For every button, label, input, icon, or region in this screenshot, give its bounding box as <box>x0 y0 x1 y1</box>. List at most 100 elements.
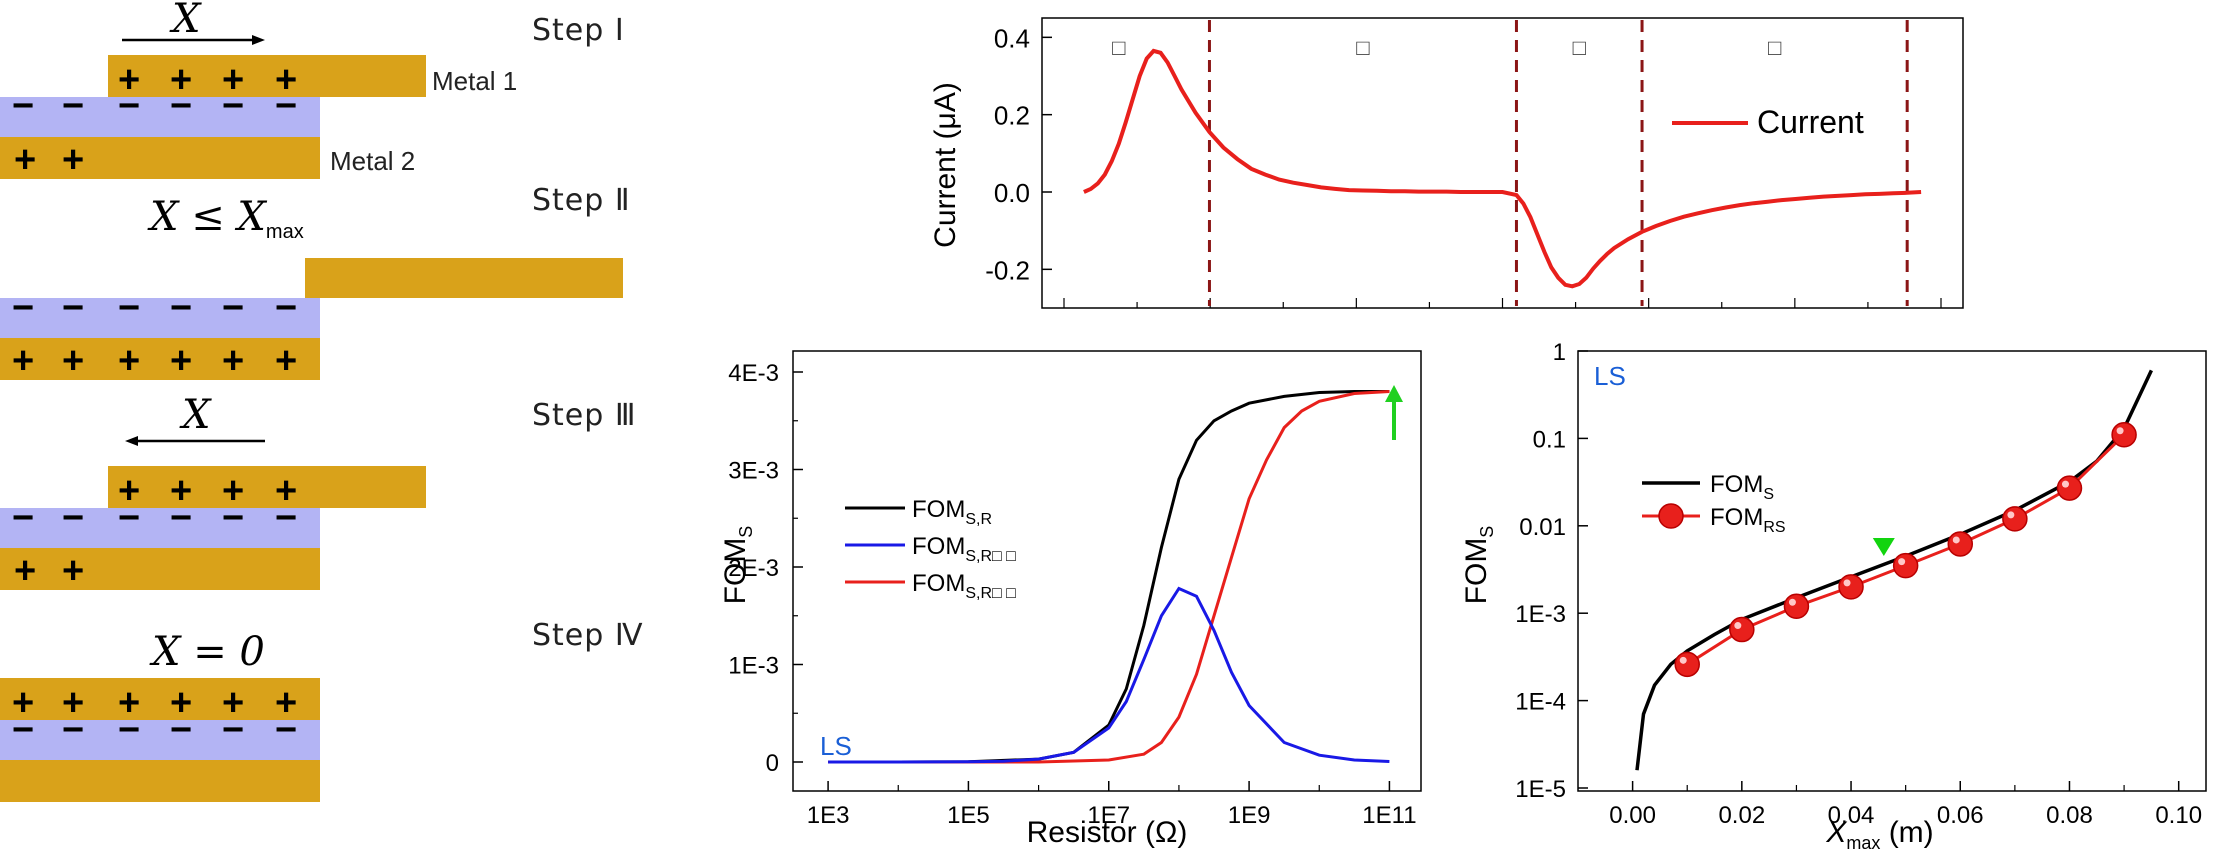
current-legend-label: Current <box>1757 104 1864 140</box>
svg-text:−: − <box>12 85 34 127</box>
svg-text:−: − <box>275 709 297 751</box>
xmax-series-black <box>1635 369 2153 771</box>
svg-text:+: + <box>222 340 244 382</box>
resistor-ls-label: LS <box>820 731 852 761</box>
resistor-y-tick-label: 4E-3 <box>728 360 779 387</box>
current-x-ticks <box>1063 298 1942 308</box>
svg-text:+: + <box>275 682 297 724</box>
svg-text:+: + <box>12 340 34 382</box>
resistor-legend-label: FOMS,R□ □ <box>912 533 1016 565</box>
xmax-y-tick-label: 1E-3 <box>1515 601 1566 628</box>
metal1-label: Metal 1 <box>432 66 517 96</box>
x-symbol-step1: X <box>169 0 202 42</box>
xmax-point <box>2056 475 2083 501</box>
svg-text:+: + <box>222 470 244 512</box>
svg-text:+: + <box>222 59 244 101</box>
metal2-plate-step3 <box>0 548 320 590</box>
xmax-point <box>2002 506 2028 532</box>
xmax-y-tick-label: 1 <box>1553 339 1566 366</box>
region-label: □ <box>1573 35 1586 60</box>
charges-step3: + + + + − − − − − − + + <box>12 470 297 592</box>
svg-text:+: + <box>12 682 34 724</box>
xmax-series <box>1635 369 2153 771</box>
resistor-x-tick-label: 1E5 <box>947 802 990 829</box>
step-4-label: Step Ⅳ <box>532 618 644 653</box>
region-label: □ <box>1112 35 1125 60</box>
green-triangle-marker-icon <box>1872 538 1895 556</box>
metal1-plate-step4 <box>0 678 320 720</box>
dielectric-step2 <box>0 298 320 338</box>
svg-text:+: + <box>62 340 84 382</box>
current-y-tick-label: -0.2 <box>985 255 1030 285</box>
current-y-tick-label: 0.0 <box>994 178 1030 208</box>
svg-text:+: + <box>118 59 140 101</box>
svg-text:+: + <box>275 340 297 382</box>
xmax-y-tick-label: 1E-4 <box>1515 689 1566 716</box>
current-legend: Current <box>1672 104 1864 140</box>
xmax-y-axis-label: FOMS <box>1460 526 1497 605</box>
current-series-line <box>1083 48 1922 289</box>
svg-text:−: − <box>222 497 244 539</box>
metal2-plate-step4 <box>0 760 320 802</box>
svg-text:−: − <box>275 287 297 329</box>
resistor-y-tick-label: 1E-3 <box>728 653 779 680</box>
xmax-ls-label: LS <box>1594 361 1626 391</box>
xmax-point-highlight <box>2007 511 2015 519</box>
xmax-point <box>1947 531 1974 557</box>
x-symbol-step3: X <box>179 392 212 438</box>
current-y-tick-label: 0.2 <box>994 101 1030 131</box>
svg-text:−: − <box>118 497 140 539</box>
xmax-point-highlight <box>1734 622 1742 630</box>
svg-text:−: − <box>222 287 244 329</box>
resistor-series-red <box>828 390 1390 764</box>
xmax-x-tick-label: 0.04 <box>1828 802 1875 829</box>
resistor-y-ticks: 4E-3 3E-3 2E-3 1E-3 0 <box>728 360 803 777</box>
metal1-plate-step1 <box>108 55 426 97</box>
xmax-point-highlight <box>2116 427 2124 435</box>
current-region-boundaries <box>1207 20 1909 306</box>
resistor-series-lines <box>828 390 1390 764</box>
svg-text:−: − <box>222 85 244 127</box>
svg-text:+: + <box>275 59 297 101</box>
svg-text:+: + <box>62 682 84 724</box>
xmax-legend-marker <box>1658 503 1684 529</box>
xmax-point <box>1729 616 1755 643</box>
svg-text:+: + <box>222 682 244 724</box>
svg-text:+: + <box>62 139 84 181</box>
svg-text:−: − <box>118 85 140 127</box>
xmax-chart-frame <box>1577 350 2207 792</box>
step-2-label: Step Ⅱ <box>532 183 631 218</box>
xmax-point <box>1838 574 1864 600</box>
svg-text:+: + <box>170 470 192 512</box>
xmax-y-ticks: 1 0.1 0.01 1E-3 1E-4 1E-5 <box>1515 339 1588 803</box>
svg-text:+: + <box>62 550 84 592</box>
svg-text:−: − <box>62 85 84 127</box>
svg-text:−: − <box>62 497 84 539</box>
xmax-point-highlight <box>1788 598 1796 606</box>
arrowhead-right-icon <box>252 35 265 45</box>
current-y-tick-label: 0.4 <box>994 23 1030 53</box>
xmax-point-highlight <box>1952 536 1960 544</box>
xmax-x-tick-label: 0.06 <box>1937 802 1984 829</box>
xmax-legend-label: FOMRS <box>1710 504 1786 536</box>
resistor-y-tick-label: 0 <box>766 750 779 777</box>
region-label: □ <box>1356 35 1369 60</box>
arrowhead-left-icon <box>125 436 138 446</box>
resistor-y-tick-label: 2E-3 <box>728 555 779 582</box>
dielectric-step4 <box>0 720 320 760</box>
current-region-labels: □ □ □ □ <box>1112 35 1781 60</box>
resistor-legend-label: FOMS,R□ □ <box>912 570 1016 602</box>
svg-text:−: − <box>12 287 34 329</box>
resistor-x-tick-label: 1E9 <box>1228 802 1271 829</box>
xmax-point-highlight <box>1679 656 1687 664</box>
charges-step4: + + + + + + − − − − − − <box>12 682 297 751</box>
xmax-point <box>1783 593 1810 620</box>
resistor-legend: FOMS,R FOMS,R□ □ FOMS,R□ □ <box>845 496 1016 602</box>
resistor-x-tick-label: 1E11 <box>1362 802 1416 829</box>
xmax-x-tick-label: 0.02 <box>1718 802 1765 829</box>
svg-text:−: − <box>62 287 84 329</box>
svg-text:+: + <box>170 340 192 382</box>
charges-step2: − − − − − − + + + + + + <box>12 287 297 382</box>
